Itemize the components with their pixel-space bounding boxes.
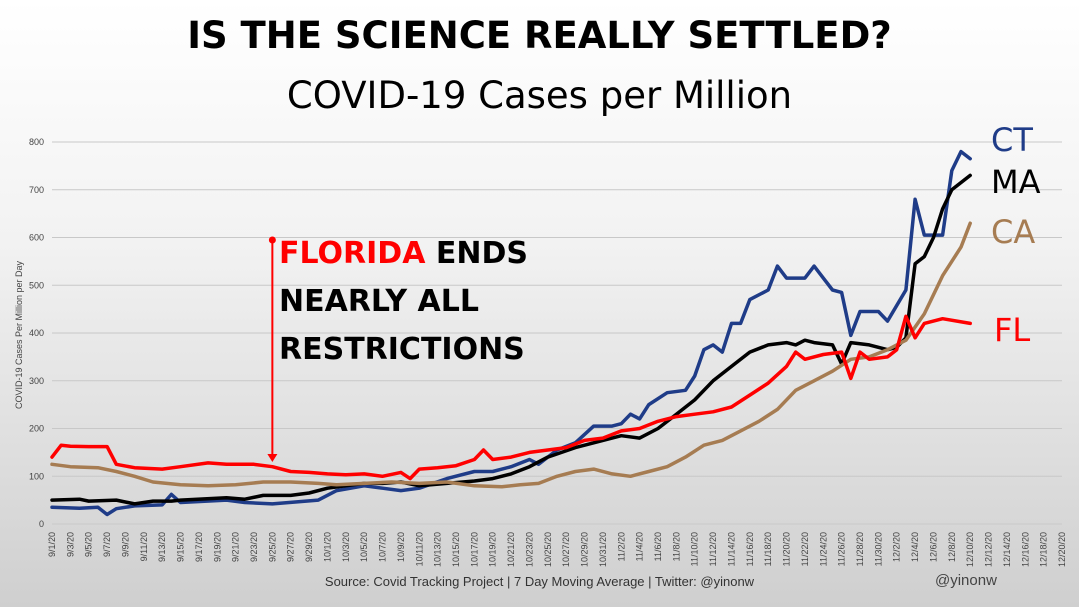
annotation-line-3: RESTRICTIONS (279, 332, 525, 367)
y-tick-label: 600 (29, 233, 44, 243)
x-tick-label: 11/22/20 (800, 532, 810, 566)
x-tick-label: 12/12/20 (984, 532, 994, 567)
x-tick-label: 9/13/20 (157, 532, 167, 562)
x-tick-label: 11/2/20 (616, 532, 626, 561)
annotation: FLORIDA ENDS NEARLY ALL RESTRICTIONS (267, 236, 528, 462)
x-tick-label: 9/17/20 (194, 532, 204, 562)
x-tick-label: 11/6/20 (653, 532, 663, 561)
x-tick-label: 9/1/20 (47, 532, 57, 557)
twitter-handle: @yinonw (935, 572, 997, 589)
page-title: IS THE SCIENCE REALLY SETTLED? (187, 14, 892, 57)
x-tick-label: 11/20/20 (782, 532, 792, 566)
y-tick-label: 300 (29, 376, 44, 386)
y-tick-label: 0 (39, 519, 44, 529)
annotation-arrow-dot (268, 236, 276, 244)
y-tick-label: 400 (29, 328, 44, 338)
x-tick-label: 12/2/20 (892, 532, 902, 562)
x-tick-label: 9/11/20 (139, 532, 149, 561)
y-axis-label: COVID-19 Cases Per Million per Day (14, 260, 24, 409)
x-tick-label: 11/28/20 (855, 532, 865, 566)
x-tick-label: 12/16/20 (1020, 532, 1030, 567)
series-labels: CT MA CA FL (991, 121, 1041, 349)
x-tick-label: 10/3/20 (341, 532, 351, 562)
x-tick-label: 11/18/20 (763, 532, 773, 566)
annotation-line-1: FLORIDA ENDS (279, 236, 528, 271)
x-tick-label: 12/8/20 (947, 532, 957, 562)
series-lines (50, 149, 972, 517)
x-axis-ticks: 9/1/20 9/3/20 9/5/20 9/7/20 9/9/20 9/11/20 9/1… (47, 532, 1067, 567)
annotation-florida: FLORIDA (279, 236, 426, 271)
x-tick-label: 10/17/20 (469, 532, 479, 567)
annotation-ends: ENDS (425, 236, 528, 271)
x-tick-label: 9/9/20 (120, 532, 130, 557)
series-label-ct: CT (991, 121, 1033, 159)
x-tick-label: 10/23/20 (524, 532, 534, 567)
x-tick-label: 9/15/20 (176, 532, 186, 562)
x-tick-label: 10/25/20 (543, 532, 553, 567)
x-tick-label: 11/26/20 (837, 532, 847, 566)
x-tick-label: 10/27/20 (561, 532, 571, 567)
x-tick-label: 12/6/20 (928, 532, 938, 562)
x-tick-label: 12/4/20 (910, 532, 920, 562)
series-line-ct (50, 149, 972, 517)
annotation-arrow-head (267, 454, 278, 462)
annotation-line-2: NEARLY ALL (279, 284, 479, 319)
x-tick-label: 11/30/20 (873, 532, 883, 566)
x-tick-label: 10/11/20 (414, 532, 424, 566)
x-tick-label: 11/10/20 (690, 532, 700, 566)
x-tick-label: 10/19/20 (488, 532, 498, 567)
y-axis-ticks: 0 100 200 300 400 500 600 700 800 (29, 137, 44, 529)
y-tick-label: 100 (29, 471, 44, 481)
x-tick-label: 10/9/20 (396, 532, 406, 562)
y-tick-label: 700 (29, 185, 44, 195)
x-tick-label: 10/21/20 (506, 532, 516, 567)
x-tick-label: 11/16/20 (745, 532, 755, 566)
x-tick-label: 11/4/20 (635, 532, 645, 561)
x-tick-label: 9/27/20 (286, 532, 296, 562)
x-tick-label: 12/20/20 (1057, 532, 1067, 567)
series-label-ca: CA (991, 213, 1035, 251)
grid-lines (52, 141, 1062, 525)
series-line-fl (50, 314, 972, 481)
x-tick-label: 9/3/20 (65, 532, 75, 557)
series-line-ma (50, 173, 972, 506)
x-tick-label: 10/31/20 (598, 532, 608, 567)
x-tick-label: 9/23/20 (249, 532, 259, 562)
x-tick-label: 9/7/20 (102, 532, 112, 557)
x-tick-label: 9/29/20 (304, 532, 314, 562)
x-tick-label: 11/12/20 (708, 532, 718, 566)
x-tick-label: 10/29/20 (580, 532, 590, 567)
x-tick-label: 10/13/20 (433, 532, 443, 567)
x-tick-label: 10/15/20 (451, 532, 461, 567)
y-tick-label: 500 (29, 280, 44, 290)
x-tick-label: 11/8/20 (671, 532, 681, 561)
x-tick-label: 9/21/20 (231, 532, 241, 562)
series-label-fl: FL (994, 311, 1030, 349)
x-tick-label: 12/18/20 (1039, 532, 1049, 567)
chart-subtitle: COVID-19 Cases per Million (286, 74, 793, 117)
y-tick-label: 200 (29, 424, 44, 434)
x-tick-label: 11/14/20 (726, 532, 736, 566)
x-tick-label: 9/19/20 (212, 532, 222, 562)
x-tick-label: 10/1/20 (322, 532, 332, 562)
x-tick-label: 10/5/20 (359, 532, 369, 562)
y-tick-label: 800 (29, 137, 44, 147)
x-tick-label: 12/14/20 (1002, 532, 1012, 567)
source-note: Source: Covid Tracking Project | 7 Day M… (324, 574, 755, 589)
series-label-ma: MA (991, 163, 1041, 201)
x-tick-label: 12/10/20 (965, 532, 975, 567)
x-tick-label: 9/25/20 (267, 532, 277, 562)
x-tick-label: 11/24/20 (818, 532, 828, 566)
x-tick-label: 10/7/20 (378, 532, 388, 562)
x-tick-label: 9/5/20 (84, 532, 94, 557)
